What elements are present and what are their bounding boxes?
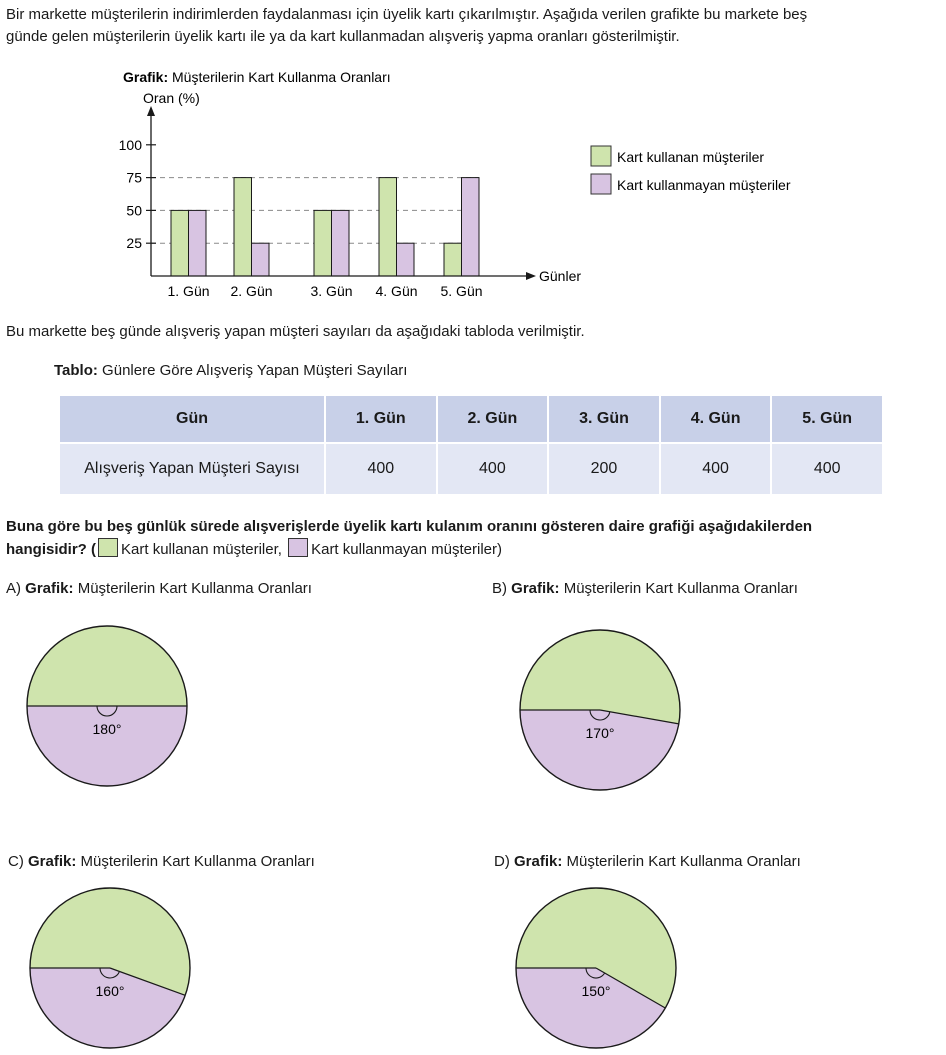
legend-label-card-users: Kart kullanan müşteriler — [617, 149, 764, 165]
pie-option-c[interactable]: 160° — [29, 887, 191, 1049]
pie-slice-non-card-users — [520, 710, 679, 791]
pie-angle-label: 160° — [96, 983, 125, 999]
pie-slice-non-card-users — [27, 706, 187, 786]
bar-non-card-users — [251, 242, 270, 277]
pie-angle-arc — [96, 705, 118, 717]
intro-line-2: günde gelen müşterilerin üyelik kartı il… — [6, 28, 680, 45]
question-line-2: hangisidir? (Kart kullanan müşteriler, K… — [6, 538, 942, 561]
table-header-row: Gün 1. Gün 2. Gün 3. Gün 4. Gün 5. Gün — [58, 394, 884, 444]
pie-option-a[interactable]: 180° — [26, 625, 188, 787]
axes — [147, 106, 536, 280]
option-c-title[interactable]: C) Grafik: Müşterilerin Kart Kullanma Or… — [8, 853, 315, 870]
x-ticks: 1. Gün 2. Gün 3. Gün 4. Gün 5. Gün — [167, 283, 482, 299]
table-title: Tablo: Günlere Göre Alışveriş Yapan Müşt… — [54, 362, 408, 379]
intro-line-1: Bir markette müşterilerin indirimlerden … — [6, 6, 808, 23]
pie-option-b[interactable]: 170° — [519, 629, 681, 791]
bar-card-users — [233, 177, 252, 277]
bar-chart-title: Grafik: Müşterilerin Kart Kullanma Oranl… — [123, 69, 391, 85]
question-line-1: Buna göre bu beş günlük sürede alışveriş… — [6, 518, 813, 535]
pie-angle-label: 150° — [582, 983, 611, 999]
y-tick-label: 75 — [126, 170, 142, 186]
pie-outline — [29, 887, 191, 1049]
option-a-letter[interactable]: A) — [6, 580, 21, 597]
bar-non-card-users — [331, 209, 350, 277]
table-header-cell: 3. Gün — [547, 394, 661, 444]
table-header-cell: 4. Gün — [658, 394, 773, 444]
x-axis-label: Günler — [539, 268, 581, 284]
question-legend-swatch-purple — [288, 538, 309, 557]
x-tick-label: 3. Gün — [310, 283, 352, 299]
bar-card-users — [378, 177, 397, 277]
y-ticks: 25 50 75 100 — [119, 137, 156, 251]
table-cell: 400 — [324, 442, 438, 496]
pie-angle-arc — [585, 967, 606, 979]
table-cell: 400 — [658, 442, 773, 496]
pie-slice-non-card-users — [30, 968, 186, 1048]
bar-non-card-users — [396, 242, 415, 277]
table-cell: 200 — [547, 442, 661, 496]
pie-outline — [519, 629, 681, 791]
table-header-cell: 1. Gün — [324, 394, 438, 444]
question-text: Buna göre bu beş günlük sürede alışveriş… — [6, 515, 942, 561]
table-row-label: Alışveriş Yapan Müşteri Sayısı — [58, 442, 326, 496]
y-tick-label: 25 — [126, 235, 142, 251]
option-c-letter[interactable]: C) — [8, 853, 24, 870]
bar-legend: Kart kullanan müşteriler Kart kullanmaya… — [590, 145, 791, 195]
option-b-letter[interactable]: B) — [492, 580, 507, 597]
pie-angle-label: 170° — [586, 725, 615, 741]
y-tick-label: 50 — [126, 202, 142, 218]
pie-angle-arc — [99, 967, 120, 979]
bar-card-users — [443, 242, 462, 277]
option-d-letter[interactable]: D) — [494, 853, 510, 870]
option-a-title[interactable]: A) Grafik: Müşterilerin Kart Kullanma Or… — [6, 580, 312, 597]
table-header-cell: Gün — [58, 394, 326, 444]
x-axis-arrow — [526, 272, 536, 280]
y-tick-label: 100 — [119, 137, 143, 153]
pie-radius — [595, 967, 666, 1009]
pie-radius — [599, 709, 679, 725]
intro-text: Bir markette müşterilerin indirimlerden … — [6, 4, 942, 48]
x-tick-label: 5. Gün — [440, 283, 482, 299]
pie-slice-non-card-users — [516, 968, 666, 1048]
bar-card-users — [313, 209, 332, 277]
pie-outline — [515, 887, 677, 1049]
bar-chart: Grafik: Müşterilerin Kart Kullanma Oranl… — [119, 69, 791, 299]
pie-outline — [26, 625, 188, 787]
option-b-title[interactable]: B) Grafik: Müşterilerin Kart Kullanma Or… — [492, 580, 798, 597]
pie-angle-label: 180° — [93, 721, 122, 737]
bar-non-card-users — [188, 209, 207, 277]
pie-charts: 180° 170° 160° 150° — [26, 625, 681, 1049]
pie-option-d[interactable]: 150° — [515, 887, 677, 1049]
question-legend-swatch-green — [98, 538, 119, 557]
x-tick-label: 4. Gün — [375, 283, 417, 299]
bar-series — [170, 177, 480, 277]
legend-swatch-non-card-users — [590, 173, 612, 195]
x-tick-label: 1. Gün — [167, 283, 209, 299]
table-cell: 400 — [770, 442, 884, 496]
pie-angle-arc — [589, 709, 611, 721]
legend-swatch-card-users — [590, 145, 612, 167]
customer-count-table: Gün 1. Gün 2. Gün 3. Gün 4. Gün 5. Gün A… — [58, 394, 884, 496]
y-axis-label: Oran (%) — [143, 90, 200, 106]
table-intro-text: Bu markette beş günde alışveriş yapan mü… — [6, 323, 585, 340]
table-header-cell: 5. Gün — [770, 394, 884, 444]
pie-options: 180° 170° 160° 150° — [26, 625, 681, 1049]
bar-card-users — [170, 209, 189, 277]
x-tick-label: 2. Gün — [230, 283, 272, 299]
pie-radius — [109, 967, 186, 996]
table-header-cell: 2. Gün — [435, 394, 550, 444]
table-row: Alışveriş Yapan Müşteri Sayısı 400 400 2… — [58, 442, 884, 496]
bar-non-card-users — [461, 177, 480, 277]
legend-label-non-card-users: Kart kullanmayan müşteriler — [617, 177, 791, 193]
option-d-title[interactable]: D) Grafik: Müşterilerin Kart Kullanma Or… — [494, 853, 801, 870]
y-axis-arrow — [147, 106, 155, 116]
table-cell: 400 — [435, 442, 550, 496]
